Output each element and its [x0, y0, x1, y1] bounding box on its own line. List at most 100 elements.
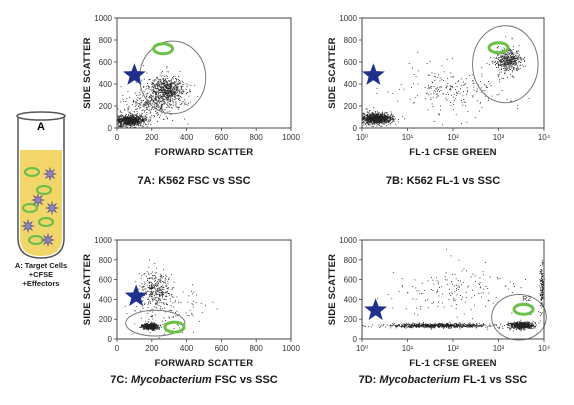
event-dot — [175, 85, 176, 86]
event-dot — [165, 296, 166, 297]
event-dot — [510, 60, 511, 61]
event-dot — [143, 308, 144, 309]
event-dot — [162, 92, 163, 93]
event-dot — [450, 324, 451, 325]
event-dot — [167, 83, 168, 84]
event-dot — [517, 65, 518, 66]
event-dot — [155, 298, 156, 299]
event-dot — [135, 119, 136, 120]
event-dot — [488, 100, 489, 101]
event-dot — [428, 88, 429, 89]
event-dot — [157, 96, 158, 97]
event-dot — [139, 92, 140, 93]
event-dot — [513, 54, 514, 55]
event-dot — [181, 97, 182, 98]
event-dot — [141, 100, 142, 101]
event-dot — [500, 56, 501, 57]
event-dot — [463, 91, 464, 92]
x-tick-label: 10³ — [493, 133, 505, 142]
event-dot — [156, 94, 157, 95]
event-dot — [477, 89, 478, 90]
event-dot — [175, 102, 176, 103]
event-dot — [390, 325, 391, 326]
event-dot — [456, 114, 457, 115]
event-dot — [501, 56, 502, 57]
event-dot — [505, 60, 506, 61]
event-dot — [155, 92, 156, 93]
event-dot — [123, 120, 124, 121]
event-dot — [149, 79, 150, 80]
event-dot — [502, 90, 503, 91]
event-dot — [163, 302, 164, 303]
event-dot — [450, 72, 451, 73]
event-dot — [165, 90, 166, 91]
event-dot — [378, 122, 379, 123]
event-dot — [146, 294, 147, 295]
event-dot — [451, 77, 452, 78]
event-dot — [186, 83, 187, 84]
event-dot — [523, 59, 524, 60]
event-dot — [380, 326, 381, 327]
event-dot — [193, 316, 194, 317]
event-dot — [121, 121, 122, 122]
event-dot — [160, 75, 161, 76]
event-dot — [363, 121, 364, 122]
event-dot — [516, 68, 517, 69]
event-dot — [158, 283, 159, 284]
event-dot — [453, 327, 454, 328]
event-dot — [182, 84, 183, 85]
event-dot — [489, 324, 490, 325]
event-dot — [509, 61, 510, 62]
event-dot — [125, 101, 126, 102]
y-axis-title: SIDE SCATTER — [82, 254, 93, 325]
event-dot — [512, 59, 513, 60]
event-dot — [164, 96, 165, 97]
event-dot — [520, 58, 521, 59]
event-dot — [141, 275, 142, 276]
event-dot — [152, 309, 153, 310]
event-dot — [151, 97, 152, 98]
event-dot — [375, 118, 376, 119]
event-dot — [152, 293, 153, 294]
event-dot — [182, 94, 183, 95]
event-dot — [504, 57, 505, 58]
event-dot — [392, 325, 393, 326]
event-dot — [140, 116, 141, 117]
event-dot — [153, 90, 154, 91]
event-dot — [157, 121, 158, 122]
event-dot — [151, 89, 152, 90]
event-dot — [513, 77, 514, 78]
event-dot — [170, 101, 171, 102]
event-dot — [167, 97, 168, 98]
event-dot — [373, 113, 374, 114]
event-dot — [136, 125, 137, 126]
event-dot — [508, 70, 509, 71]
event-dot — [130, 122, 131, 123]
event-dot — [174, 81, 175, 82]
event-dot — [162, 295, 163, 296]
event-dot — [175, 302, 176, 303]
event-dot — [517, 53, 518, 54]
event-dot — [164, 86, 165, 87]
event-dot — [161, 102, 162, 103]
event-dot — [168, 101, 169, 102]
event-dot — [170, 114, 171, 115]
event-dot — [154, 275, 155, 276]
event-dot — [419, 327, 420, 328]
event-dot — [393, 120, 394, 121]
event-dot — [150, 291, 151, 292]
event-dot — [439, 114, 440, 115]
event-dot — [175, 78, 176, 79]
event-dot — [155, 292, 156, 293]
event-dot — [457, 327, 458, 328]
event-dot — [150, 325, 151, 326]
event-dot — [159, 288, 160, 289]
event-dot — [432, 104, 433, 105]
event-dot — [146, 329, 147, 330]
event-dot — [152, 329, 153, 330]
event-dot — [162, 84, 163, 85]
event-dot — [120, 126, 121, 127]
event-dot — [155, 79, 156, 80]
event-dot — [160, 274, 161, 275]
